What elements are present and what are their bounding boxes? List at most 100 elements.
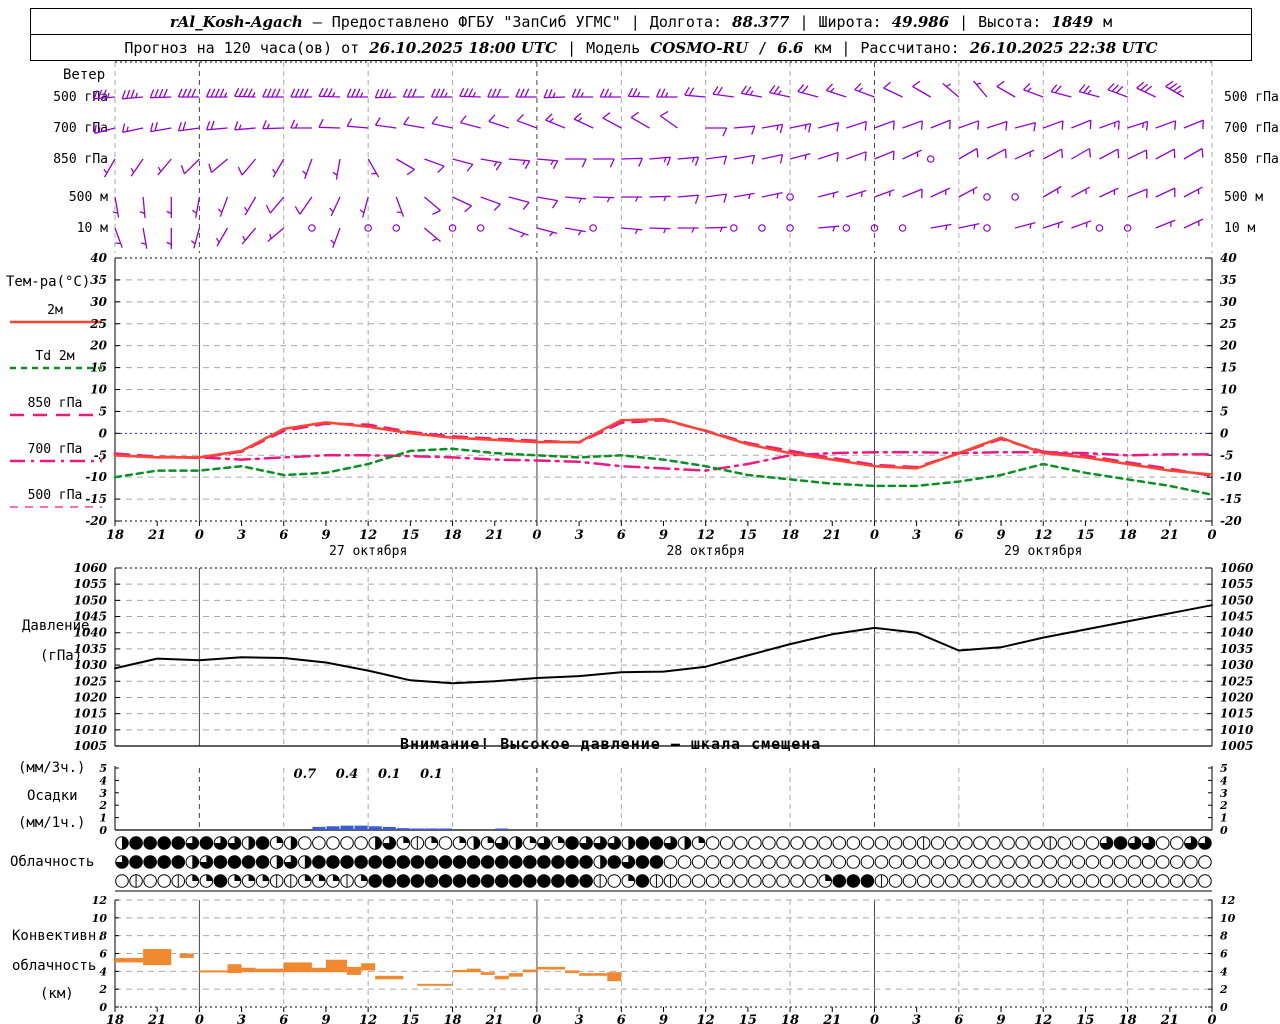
wind-barb-icon [593, 158, 615, 168]
wind-barb-icon [234, 87, 256, 98]
cloud-cover-icon [944, 855, 959, 869]
temp-ytick-right: -15 [1220, 492, 1242, 506]
cloud-cover-half [276, 855, 284, 869]
calm-wind-icon [983, 193, 991, 201]
hour-label-bottom: 0 [1207, 1013, 1216, 1024]
wind-barb-icon [1107, 82, 1128, 98]
cloud-cover-icon [607, 855, 622, 869]
conv-ytick-right: 12 [1220, 894, 1236, 907]
hour-label: 21 [485, 528, 504, 543]
temp-ytick-right: 5 [1220, 404, 1228, 418]
wind-barb-icon [789, 122, 812, 133]
hour-label-bottom: 21 [822, 1013, 841, 1024]
wind-barb-icon [241, 227, 257, 245]
wind-barb-icon [459, 87, 481, 98]
cloud-cover-icon [1057, 855, 1072, 869]
wind-barb-icon [545, 113, 566, 129]
wind-barb-icon [480, 158, 502, 171]
calm-wind-icon [364, 224, 372, 232]
cloud-cover-half [248, 836, 255, 850]
wind-barb-icon [424, 158, 445, 174]
cloud-cover-icon [818, 855, 833, 869]
cloud-cover-three-quarter [1142, 836, 1155, 850]
convective-cloud-block [241, 967, 256, 973]
legend-line-td2m [10, 366, 102, 370]
temp-ytick-left: 25 [89, 317, 107, 331]
wind-barb-icon [294, 196, 313, 215]
cloud-cover-icon [326, 836, 340, 850]
wind-barb-icon [346, 117, 369, 129]
header-line2-segment-5: / [758, 38, 768, 57]
hour-label-bottom: 15 [739, 1013, 757, 1024]
temp-ytick-right: 0 [1220, 426, 1229, 440]
wind-barb-icon [205, 88, 228, 98]
cloud-cover-icon [537, 855, 551, 869]
cloud-cover-icon [860, 836, 875, 850]
header-line1-segment-10: Высота: [978, 12, 1042, 31]
wind-barb-icon [1155, 219, 1176, 229]
cloud-cover-icon [1085, 874, 1100, 888]
pressure-ytick-right: 1040 [1220, 626, 1254, 640]
cloud-cover-icon [143, 855, 157, 869]
cloud-cover-icon [255, 855, 270, 869]
wind-barb-icon [488, 114, 510, 129]
temp-ytick-right: 10 [1220, 383, 1237, 397]
wind-barb-icon [516, 113, 538, 129]
hour-label: 0 [1207, 528, 1216, 543]
cloudiness-label: Облачность [10, 854, 95, 870]
calm-wind-icon [589, 224, 597, 232]
wind-panel-title: Ветер [63, 67, 106, 83]
hour-label: 18 [106, 528, 124, 543]
wind-barb-icon [374, 88, 397, 99]
temp-ytick-right: -10 [1220, 470, 1242, 484]
temp-ytick-right: 40 [1220, 251, 1237, 265]
cloud-cover-icon [1113, 855, 1128, 869]
cloud-cover-icon [734, 874, 748, 888]
wind-barb-icon [543, 89, 566, 99]
cloud-cover-icon [790, 855, 804, 869]
wind-barb-icon [684, 86, 706, 98]
wind-barb-icon [329, 196, 341, 217]
wind-barb-icon [403, 116, 425, 129]
cloud-cover-icon [804, 836, 818, 850]
cloud-cover-icon [213, 874, 228, 888]
wind-barb-icon [1042, 220, 1064, 229]
calm-wind-icon [870, 224, 879, 232]
wind-barb-icon [330, 227, 341, 248]
pressure-ytick-right: 1050 [1220, 593, 1254, 607]
precip-ytick-left: 3 [99, 787, 107, 800]
cloud-cover-icon [734, 836, 748, 850]
wind-barb-icon [1099, 148, 1120, 160]
precip-ytick-right: 5 [1220, 762, 1228, 775]
header-line1-segment-9: | [959, 12, 969, 31]
precip-bar [424, 828, 438, 830]
pressure-label-line2: (гПа) [40, 648, 83, 664]
cloud-cover-icon [494, 855, 509, 869]
hour-label: 9 [997, 528, 1006, 543]
cloud-cover-icon [860, 874, 875, 888]
cloud-cover-icon [255, 836, 270, 850]
hour-label: 0 [195, 528, 204, 543]
pressure-ytick-right: 1030 [1220, 658, 1254, 672]
cloud-cover-icon [523, 855, 537, 869]
wind-barb-icon [930, 119, 951, 130]
wind-barb-icon [705, 155, 728, 165]
cloud-cover-icon [874, 855, 889, 869]
wind-barb-icon [602, 112, 622, 129]
cloud-cover-three-quarter [579, 836, 593, 850]
pressure-ytick-right: 1020 [1220, 690, 1254, 704]
cloud-cover-icon [902, 874, 917, 888]
wind-barb-icon [267, 227, 285, 242]
precip-ytick-left: 4 [99, 774, 107, 787]
legend-label-t2m: 2м [47, 303, 63, 318]
cloud-cover-half [122, 836, 129, 850]
temp-ytick-left: 0 [99, 426, 108, 440]
cloud-cover-three-quarter [1184, 836, 1198, 850]
wind-barb-icon [536, 227, 558, 237]
hour-label-bottom: 3 [237, 1013, 246, 1024]
pressure-curve [114, 604, 1213, 685]
hour-label: 18 [1119, 528, 1137, 543]
precip-label-mm3h: (мм/3ч.) [18, 760, 86, 776]
wind-barb-icon [942, 83, 960, 98]
